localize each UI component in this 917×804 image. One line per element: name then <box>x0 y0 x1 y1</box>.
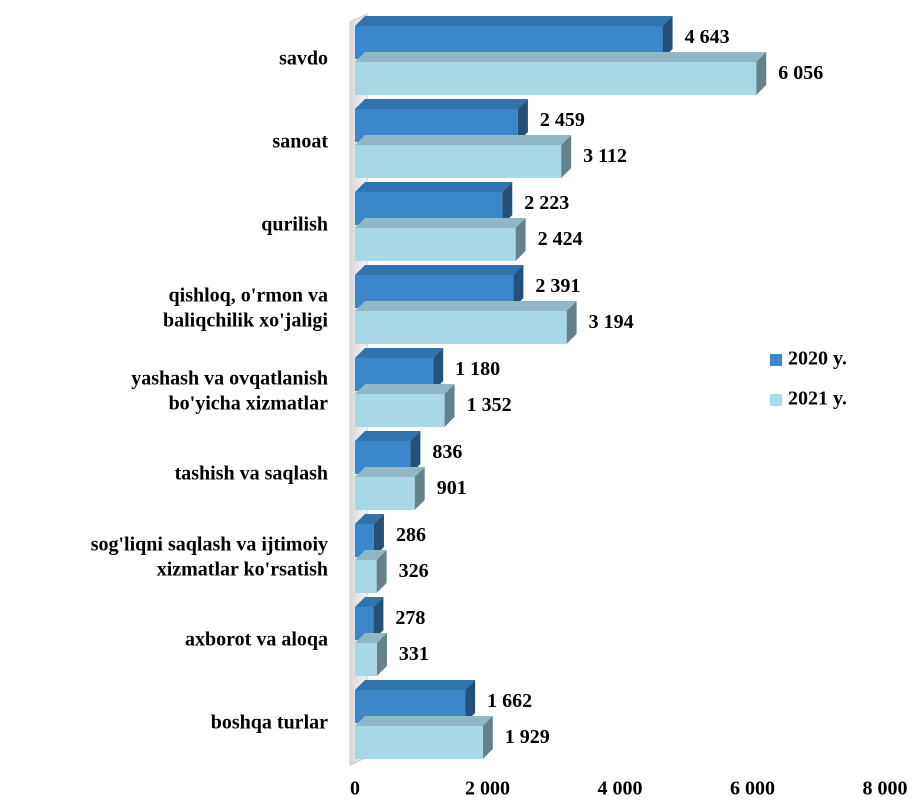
bar-top <box>355 135 572 145</box>
y-tick-label: tashish va saqlash <box>175 462 328 484</box>
value-label: 836 <box>432 441 462 463</box>
y-tick-line: baliqchilik xo'jaligi <box>163 309 328 331</box>
bar-side <box>373 597 384 640</box>
value-label: 1 929 <box>505 726 550 748</box>
bar-side <box>561 135 572 178</box>
value-label: 2 459 <box>540 109 585 131</box>
value-label: 6 056 <box>778 62 823 84</box>
bar-side <box>756 52 767 95</box>
bar-top <box>355 680 476 690</box>
y-tick-line: qurilish <box>261 213 328 235</box>
bar-top <box>355 716 493 726</box>
y-tick-line: xizmatlar ko'rsatish <box>157 558 328 580</box>
bar <box>355 524 374 557</box>
bar-top <box>355 218 526 228</box>
bar-side <box>513 265 524 308</box>
bar <box>355 228 516 261</box>
x-tick-label: 4 000 <box>598 778 643 800</box>
x-tick-label: 6 000 <box>730 778 775 800</box>
bar-top <box>355 52 767 62</box>
legend-label: 2021 y. <box>788 388 847 410</box>
value-label: 1 180 <box>455 358 500 380</box>
bar <box>355 62 757 95</box>
value-label: 3 112 <box>583 145 627 167</box>
bar <box>355 560 377 593</box>
bar-top <box>355 514 384 524</box>
y-tick-line: sanoat <box>272 130 328 152</box>
bar <box>355 394 445 427</box>
bar-side <box>373 514 384 557</box>
bar-top <box>355 16 673 26</box>
value-label: 2 223 <box>524 192 569 214</box>
y-tick-line: savdo <box>279 47 328 69</box>
y-tick-label: axborot va aloqa <box>185 628 328 650</box>
y-tick-line: boshqa turlar <box>211 711 328 733</box>
bar-top <box>355 597 384 607</box>
value-label: 1 352 <box>467 394 512 416</box>
value-label: 1 662 <box>487 690 532 712</box>
bar-side <box>444 384 455 427</box>
value-label: 2 424 <box>538 228 583 250</box>
x-tick-label: 0 <box>350 778 360 800</box>
bar-side <box>502 182 513 225</box>
value-label: 2 391 <box>535 275 580 297</box>
bar-top <box>355 182 513 192</box>
legend-swatch <box>770 354 782 366</box>
bar-top <box>355 467 425 477</box>
bar-top <box>355 265 524 275</box>
value-label: 901 <box>437 477 467 499</box>
y-tick-label: savdo <box>279 47 328 69</box>
x-tick-label: 8 000 <box>863 778 908 800</box>
y-tick-label: yashash va ovqatlanish bo'yicha xizmatlar <box>131 367 328 414</box>
legend-swatch <box>770 394 782 406</box>
bar-side <box>414 467 425 510</box>
value-label: 3 194 <box>589 311 634 333</box>
bar-side <box>517 99 528 142</box>
bar-side <box>515 218 526 261</box>
bar-side <box>410 431 421 474</box>
y-tick-label: qishloq, o'rmon va baliqchilik xo'jaligi <box>163 284 328 331</box>
bar-side <box>662 16 673 59</box>
bar-top <box>355 633 387 643</box>
bar-top <box>355 384 455 394</box>
bar-top <box>355 550 387 560</box>
value-label: 4 643 <box>685 26 730 48</box>
y-tick-label: sog'liqni saqlash va ijtimoiy xizmatlar k… <box>91 533 328 580</box>
bar <box>355 477 415 510</box>
y-tick-line: qishloq, o'rmon va <box>169 284 328 306</box>
y-tick-line: axborot va aloqa <box>185 628 328 650</box>
y-tick-line: sog'liqni saqlash va ijtimoiy <box>91 533 328 555</box>
value-label: 331 <box>399 643 429 665</box>
bar-side <box>482 716 493 759</box>
bar <box>355 726 483 759</box>
bar <box>355 643 377 676</box>
legend-label: 2020 y. <box>788 348 847 370</box>
bar-side <box>465 680 476 723</box>
bar-top <box>355 348 444 358</box>
y-tick-line: yashash va ovqatlanish <box>131 367 328 389</box>
bar-top <box>355 99 528 109</box>
y-tick-line: tashish va saqlash <box>175 462 328 484</box>
bar <box>355 145 562 178</box>
bar-top <box>355 431 421 441</box>
x-tick-label: 2 000 <box>465 778 510 800</box>
bar-side <box>376 550 387 593</box>
bar-side <box>376 633 387 676</box>
value-label: 326 <box>399 560 429 582</box>
bar-top <box>355 301 577 311</box>
y-tick-line: bo'yicha xizmatlar <box>169 392 329 414</box>
value-label: 278 <box>395 607 425 629</box>
y-tick-label: qurilish <box>261 213 328 235</box>
bar <box>355 607 374 640</box>
y-tick-label: sanoat <box>272 130 328 152</box>
bar-side <box>433 348 444 391</box>
y-tick-label: boshqa turlar <box>211 711 328 733</box>
bar-side <box>566 301 577 344</box>
value-label: 286 <box>396 524 426 546</box>
bar <box>355 311 567 344</box>
